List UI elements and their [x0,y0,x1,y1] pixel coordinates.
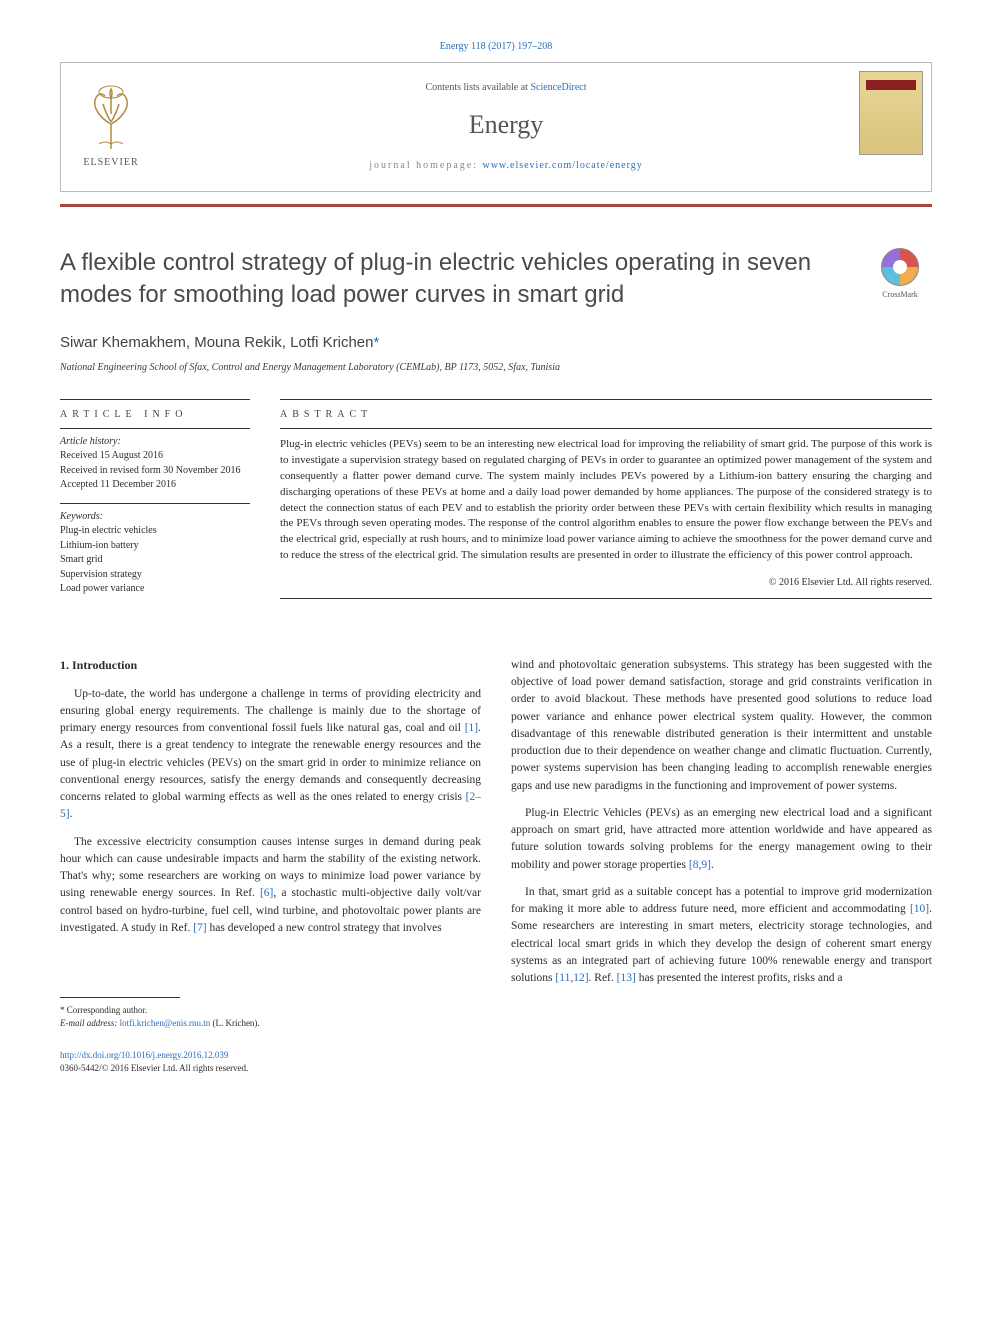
ref-link-6[interactable]: [6] [260,887,273,899]
keyword-item: Lithium-ion battery [60,539,250,554]
article-history-block: Article history: Received 15 August 2016… [60,429,250,503]
journal-cover-thumb[interactable] [851,63,931,191]
sciencedirect-link[interactable]: ScienceDirect [530,82,586,93]
keyword-item: Supervision strategy [60,568,250,583]
email-link[interactable]: lotfi.krichen@enis.rnu.tn [120,1018,211,1028]
homepage-link[interactable]: www.elsevier.com/locate/energy [482,160,642,171]
article-title: A flexible control strategy of plug-in e… [60,247,848,312]
keyword-item: Load power variance [60,582,250,597]
crossmark-icon [880,247,920,287]
red-divider [60,204,932,207]
contents-lists-line: Contents lists available at ScienceDirec… [425,81,586,95]
corresponding-asterisk: * [373,334,379,351]
body-paragraph: Plug-in Electric Vehicles (PEVs) as an e… [511,805,932,874]
footnote-rule [60,997,180,998]
history-label: Article history: [60,435,250,450]
abstract-heading: ABSTRACT [280,400,932,428]
info-abstract-row: ARTICLE INFO Article history: Received 1… [60,399,932,607]
crossmark-label: CrossMark [882,289,918,300]
affiliation: National Engineering School of Sfax, Con… [60,361,932,375]
elsevier-logo[interactable]: ELSEVIER [61,63,161,191]
body-paragraph: In that, smart grid as a suitable concep… [511,884,932,988]
journal-name: Energy [469,107,544,143]
issn-copyright: 0360-5442/© 2016 Elsevier Ltd. All right… [60,1062,481,1075]
ref-link-1[interactable]: [1] [465,722,478,734]
header-center: Contents lists available at ScienceDirec… [161,63,851,191]
ref-link-2-5[interactable]: [2–5] [60,791,481,820]
article-info-column: ARTICLE INFO Article history: Received 1… [60,399,250,607]
corresponding-footnote: * Corresponding author. E-mail address: … [60,1004,481,1029]
homepage-line: journal homepage: www.elsevier.com/locat… [369,159,642,173]
elsevier-tree-icon [81,84,141,154]
elsevier-label: ELSEVIER [83,156,138,170]
ref-link-13[interactable]: [13] [617,972,636,984]
body-paragraph: The excessive electricity consumption ca… [60,834,481,938]
abstract-text: Plug-in electric vehicles (PEVs) seem to… [280,429,932,573]
homepage-prefix: journal homepage: [369,160,482,171]
crossmark-badge[interactable]: CrossMark [868,247,932,300]
header-inner: ELSEVIER Contents lists available at Sci… [61,63,931,191]
keyword-item: Smart grid [60,553,250,568]
history-accepted: Accepted 11 December 2016 [60,478,250,493]
doi-link[interactable]: http://dx.doi.org/10.1016/j.energy.2016.… [60,1050,228,1060]
ref-link-11-12[interactable]: [11,12] [555,972,588,984]
body-right-column: wind and photovoltaic generation subsyst… [511,657,932,1075]
email-label: E-mail address: [60,1018,120,1028]
authors-line: Siwar Khemakhem, Mouna Rekik, Lotfi Kric… [60,332,932,353]
footer-block: http://dx.doi.org/10.1016/j.energy.2016.… [60,1049,481,1074]
page-container: Energy 118 (2017) 197–208 ELSEVIER Conte… [0,0,992,1114]
citation-line: Energy 118 (2017) 197–208 [60,40,932,54]
citation-link[interactable]: Energy 118 (2017) 197–208 [440,41,553,52]
article-info-heading: ARTICLE INFO [60,400,250,428]
email-suffix: (L. Krichen). [210,1018,259,1028]
ref-link-7[interactable]: [7] [193,922,206,934]
journal-header-box: ELSEVIER Contents lists available at Sci… [60,62,932,192]
history-received: Received 15 August 2016 [60,449,250,464]
contents-prefix: Contents lists available at [425,82,530,93]
email-line: E-mail address: lotfi.krichen@enis.rnu.t… [60,1017,481,1030]
abstract-copyright: © 2016 Elsevier Ltd. All rights reserved… [280,572,932,598]
authors-names: Siwar Khemakhem, Mouna Rekik, Lotfi Kric… [60,334,373,351]
history-revised: Received in revised form 30 November 201… [60,464,250,479]
body-paragraph: Up-to-date, the world has undergone a ch… [60,686,481,824]
body-columns: 1. Introduction Up-to-date, the world ha… [60,657,932,1075]
section-1-heading: 1. Introduction [60,657,481,674]
ref-link-8-9[interactable]: [8,9] [689,859,711,871]
ref-link-10[interactable]: [10] [910,903,929,915]
abstract-rule-bot [280,598,932,599]
title-row: A flexible control strategy of plug-in e… [60,247,932,312]
keywords-block: Keywords: Plug-in electric vehicles Lith… [60,504,250,607]
abstract-column: ABSTRACT Plug-in electric vehicles (PEVs… [280,399,932,607]
cover-image [859,71,923,155]
keyword-item: Plug-in electric vehicles [60,524,250,539]
body-left-column: 1. Introduction Up-to-date, the world ha… [60,657,481,1075]
body-paragraph: wind and photovoltaic generation subsyst… [511,657,932,795]
keywords-label: Keywords: [60,510,250,525]
corresponding-label: * Corresponding author. [60,1004,481,1017]
